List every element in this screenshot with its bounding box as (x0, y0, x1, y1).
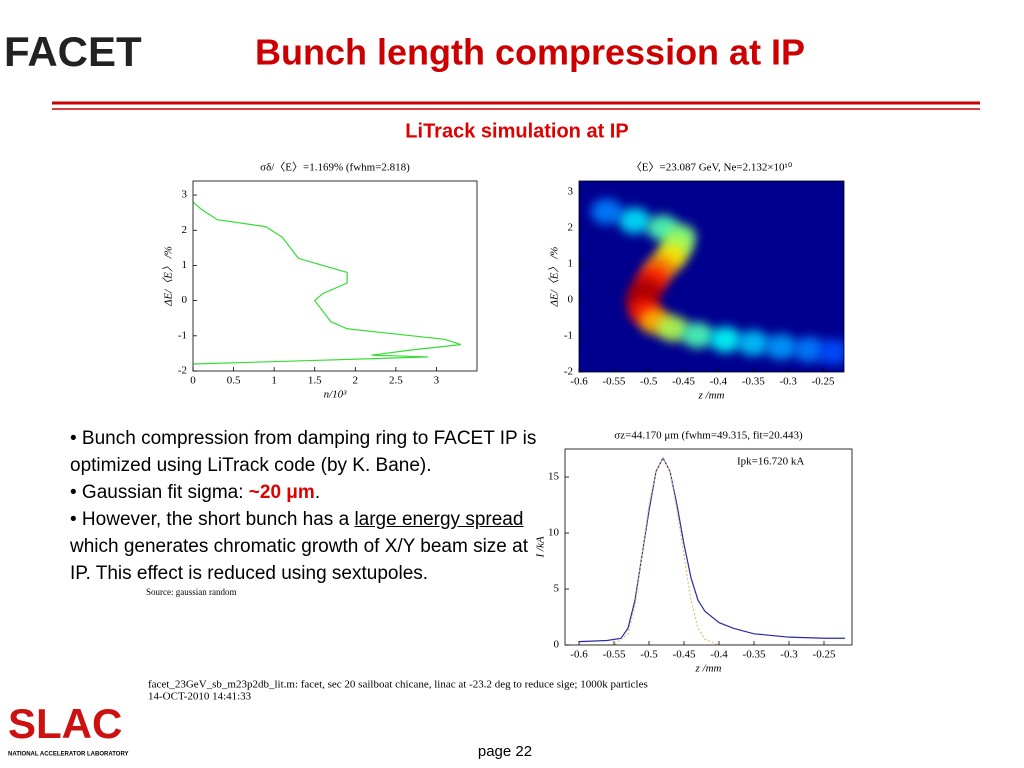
bullet-text: which generates chromatic growth of X/Y … (70, 536, 528, 584)
density-blob (590, 198, 623, 225)
data-line (579, 456, 845, 645)
bullet-text: • However, the short bunch has a (70, 509, 355, 530)
x-tick-label: -0.25 (812, 376, 835, 388)
plot-frame (564, 448, 853, 646)
y-tick-label: -2 (564, 366, 573, 378)
plot-frame (578, 180, 845, 373)
x-tick-label: 0.5 (227, 375, 241, 387)
density-blob (618, 207, 651, 234)
x-axis-label: z /mm (695, 663, 722, 675)
x-tick-label: -0.35 (743, 649, 766, 661)
bullet: • Gaussian fit sigma: ~20 μm. (70, 479, 538, 506)
chart-title: σδ/〈E〉=1.169% (fwhm=2.818) (260, 161, 410, 174)
density-blob (793, 336, 826, 363)
page-number: page 22 (478, 743, 532, 760)
subtitle: LiTrack simulation at IP (405, 120, 628, 142)
x-tick-label: -0.55 (602, 376, 625, 388)
chart-title: 〈E〉=23.087 GeV, Ne=2.132×10¹⁰ (631, 161, 793, 174)
x-tick-label: -0.35 (742, 376, 765, 388)
slac-logo: SLAC (8, 700, 122, 747)
y-tick-label: 2 (568, 221, 574, 233)
y-axis-label: I /kA (535, 536, 547, 558)
x-tick-label: 0 (190, 375, 196, 387)
footer-date: 14-OCT-2010 14:41:33 (148, 691, 252, 703)
x-tick-label: 1.5 (308, 375, 322, 387)
y-tick-label: -1 (564, 329, 573, 341)
x-axis-label: n/10³ (324, 389, 348, 401)
footer-file: facet_23GeV_sb_m23p2db_lit.m: facet, sec… (148, 679, 648, 691)
x-tick-label: -0.45 (672, 376, 695, 388)
y-tick-label: 15 (548, 471, 560, 483)
y-tick-label: -1 (178, 329, 187, 341)
y-tick-label: 0 (554, 639, 560, 651)
data-line (193, 201, 461, 365)
density-blob (765, 333, 798, 360)
y-tick-label: 0 (182, 294, 188, 306)
density-blob (681, 322, 714, 349)
x-axis-label: z /mm (698, 390, 725, 402)
y-tick-label: 1 (568, 257, 574, 269)
density-blob (737, 330, 770, 357)
density-blob (657, 315, 690, 342)
x-tick-label: -0.5 (640, 649, 658, 661)
data-line (578, 456, 845, 643)
slac-tagline: NATIONAL ACCELERATOR LABORATORY (8, 752, 129, 758)
x-tick-label: -0.5 (640, 376, 658, 388)
highlight: ~20 μm (248, 482, 315, 503)
x-tick-label: 2.5 (389, 375, 403, 387)
bullet: • Bunch compression from damping ring to… (70, 425, 538, 479)
x-tick-label: -0.55 (603, 649, 626, 661)
x-tick-label: 1 (271, 375, 277, 387)
bullet: • However, the short bunch has a large e… (70, 506, 538, 587)
annotation: Ipk=16.720 kA (737, 456, 804, 468)
x-tick-label: -0.6 (570, 649, 588, 661)
x-tick-label: -0.4 (710, 376, 728, 388)
bullet-text: . (314, 482, 321, 503)
x-tick-label: -0.6 (570, 376, 588, 388)
plot-marks (193, 201, 461, 365)
y-axis-label: ΔE/〈E〉 /% (162, 246, 175, 307)
x-tick-label: -0.3 (779, 376, 797, 388)
y-tick-label: 3 (568, 185, 574, 197)
y-tick-label: 0 (568, 293, 574, 305)
bullet-text: • Bunch compression from damping ring to… (70, 428, 537, 476)
y-tick-label: 1 (182, 259, 188, 271)
underlined-text: large energy spread (354, 509, 524, 530)
slide-title: Bunch length compression at IP (255, 32, 805, 73)
plot-frame (192, 180, 478, 372)
bullet-text: • Gaussian fit sigma: (70, 482, 249, 503)
chart-title: σz=44.170 μm (fwhm=49.315, fit=20.443) (614, 430, 803, 442)
x-tick-label: -0.25 (813, 649, 836, 661)
y-tick-label: 5 (554, 583, 560, 595)
y-axis-label: ΔE/〈E〉 /% (548, 247, 561, 308)
plot-marks (590, 198, 844, 366)
plot-marks (578, 456, 845, 645)
bullet-list: • Bunch compression from damping ring to… (70, 425, 538, 587)
density-blob (709, 326, 742, 353)
y-tick-label: 2 (182, 224, 188, 236)
y-tick-label: 10 (548, 527, 560, 539)
x-tick-label: -0.45 (673, 649, 696, 661)
facet-logo: FACET (4, 28, 142, 75)
x-tick-label: -0.3 (780, 649, 798, 661)
y-tick-label: -2 (178, 365, 187, 377)
y-tick-label: 3 (182, 189, 188, 201)
x-tick-label: 2 (353, 375, 359, 387)
x-tick-label: -0.4 (710, 649, 728, 661)
density-blob (817, 339, 844, 366)
x-tick-label: 3 (434, 375, 440, 387)
source-note: Source: gaussian random (146, 587, 236, 597)
